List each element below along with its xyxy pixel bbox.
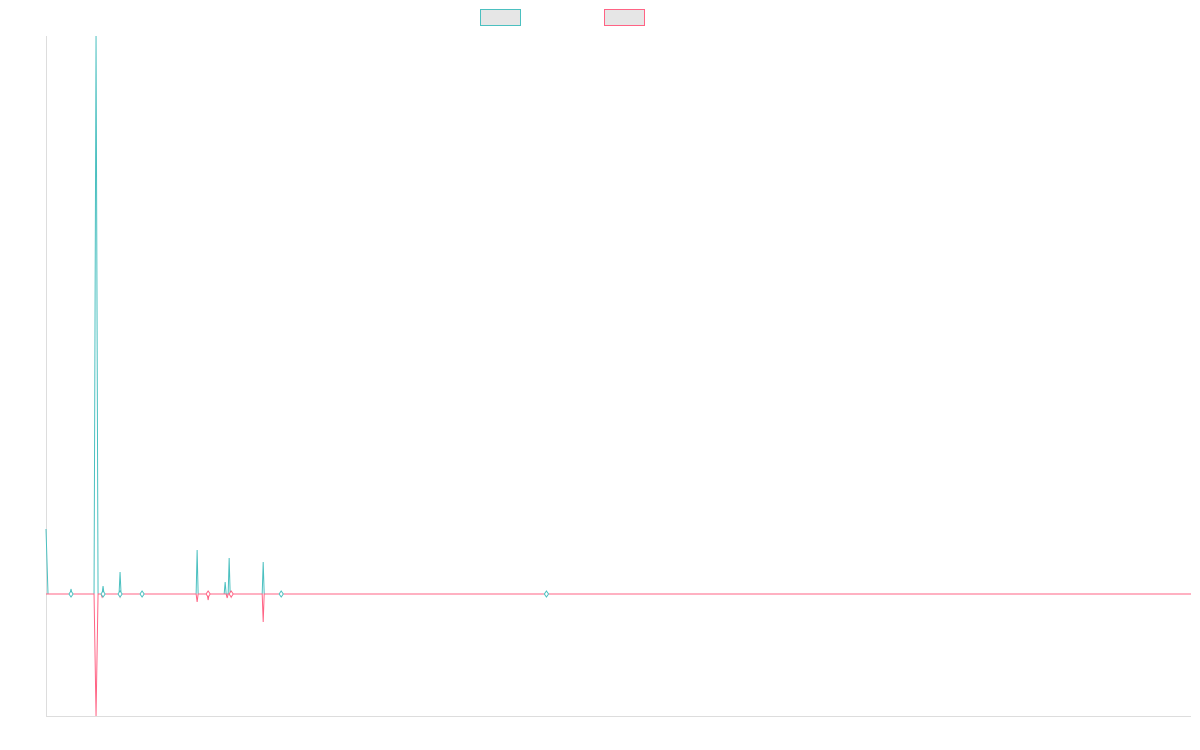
data-point-marker[interactable] [543, 590, 550, 598]
data-point-marker[interactable] [278, 590, 284, 598]
series-line-1 [45, 35, 1191, 595]
data-point-marker[interactable] [205, 590, 211, 598]
marker-layer [68, 590, 550, 598]
legend-swatch-series-2[interactable] [604, 9, 645, 26]
data-point-marker[interactable] [139, 590, 145, 598]
data-point-marker[interactable] [68, 590, 74, 598]
data-point-marker[interactable] [117, 590, 123, 598]
legend-swatch-series-1[interactable] [480, 9, 521, 26]
legend[interactable] [480, 9, 645, 26]
axes [46, 36, 1191, 717]
legend-item-series-2[interactable] [604, 9, 645, 26]
legend-item-series-1[interactable] [480, 9, 521, 26]
data-point-marker[interactable] [228, 590, 234, 598]
series-layer [45, 35, 1191, 717]
series-line-2 [46, 593, 1191, 717]
data-point-marker[interactable] [100, 590, 106, 598]
